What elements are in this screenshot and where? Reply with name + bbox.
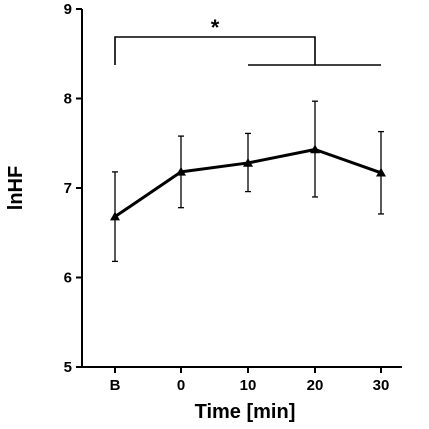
x-tick-label: 0 [177, 377, 185, 394]
y-tick-label: 9 [64, 1, 72, 18]
annotations: * [114, 15, 381, 66]
error-bars [112, 100, 384, 263]
x-tick-label: B [110, 377, 121, 394]
x-tick-label: 30 [373, 377, 390, 394]
y-tick-label: 7 [64, 180, 72, 197]
significance-bracket [114, 36, 316, 65]
y-axis-label: lnHF [5, 166, 27, 210]
y-tick-label: 5 [64, 359, 72, 376]
data-point-triangle [110, 211, 120, 221]
data-point-triangle [243, 157, 253, 167]
data-point-triangle [376, 167, 386, 177]
x-axis-label: Time [min] [195, 401, 296, 423]
y-tick-label: 6 [64, 270, 72, 287]
x-tick-label: 10 [240, 377, 257, 394]
axes: 5 6 7 8 9 B 0 10 20 30 [64, 1, 402, 394]
data-point-triangle [176, 166, 186, 176]
x-tick-label: 20 [307, 377, 324, 394]
y-tick-label: 8 [64, 91, 72, 108]
data-point-triangle [310, 144, 320, 154]
series [110, 144, 386, 221]
significance-star: * [211, 15, 220, 40]
